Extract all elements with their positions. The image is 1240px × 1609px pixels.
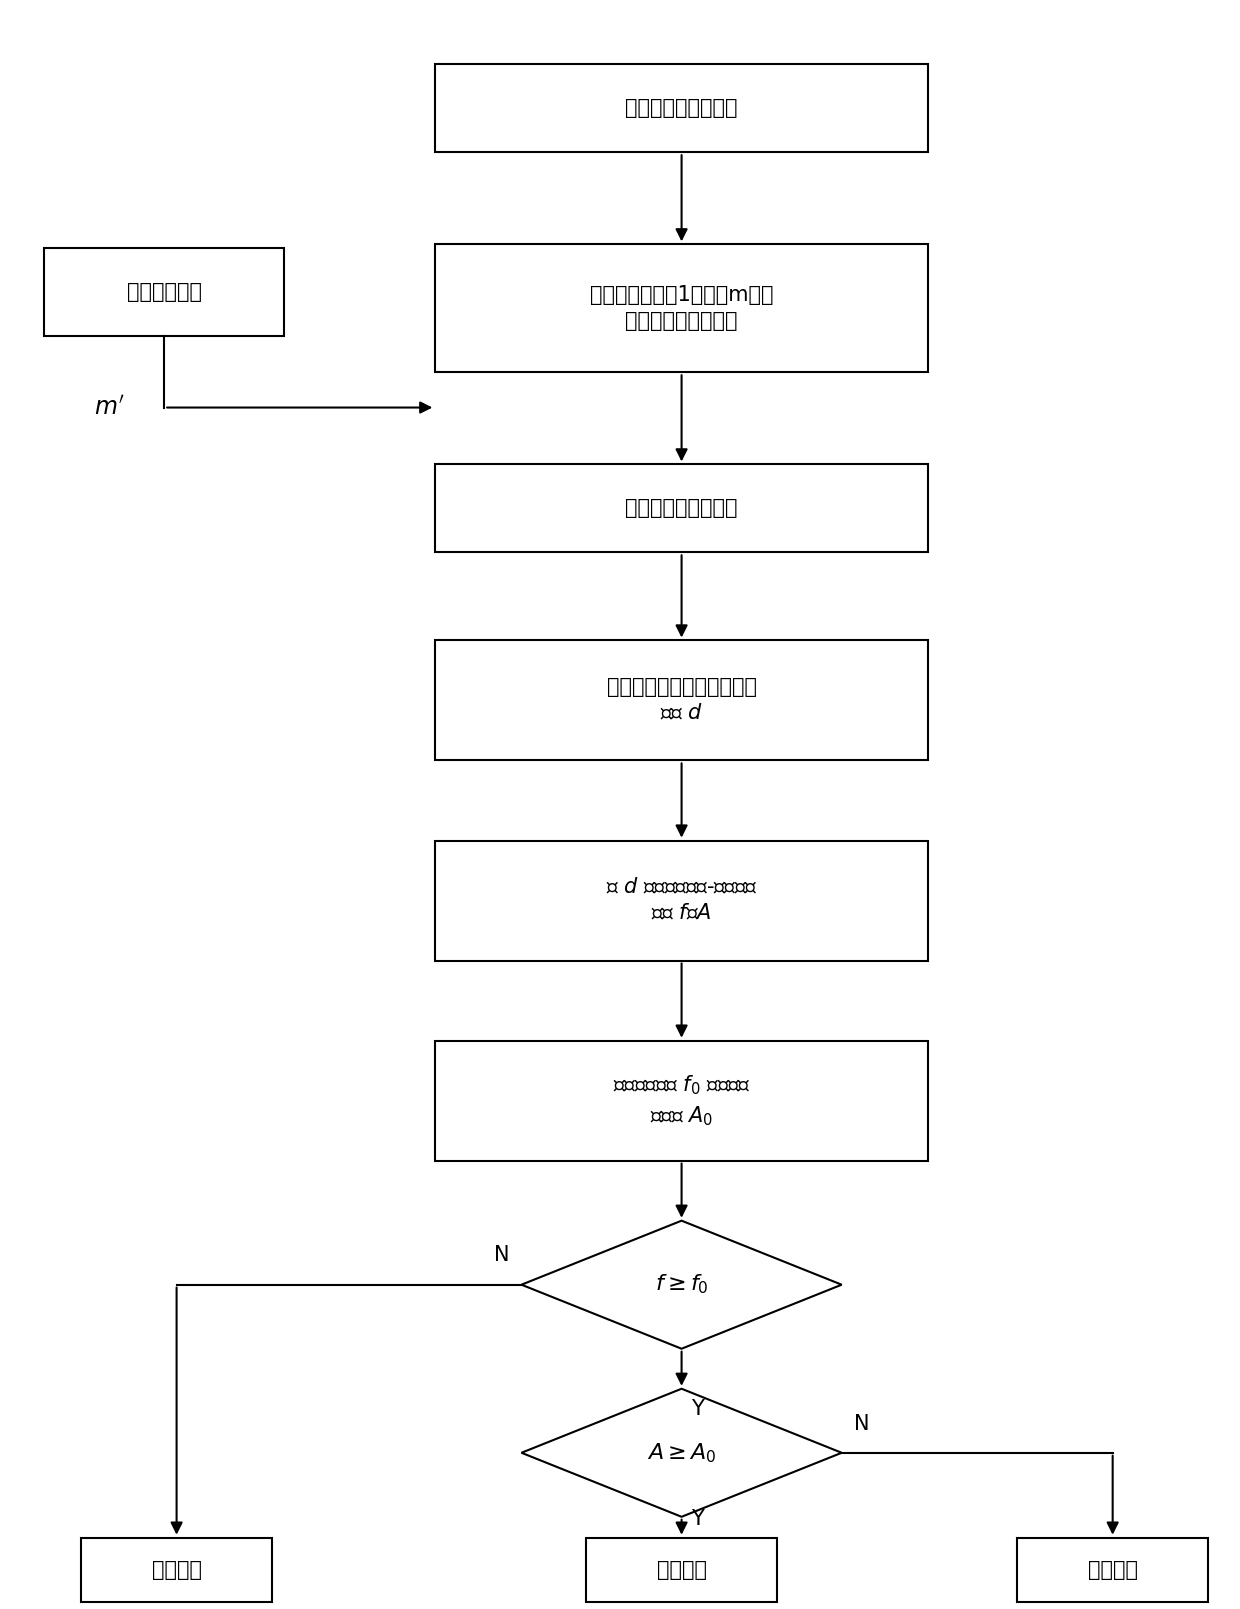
Polygon shape: [522, 1389, 842, 1517]
Text: $A \geq A_0$: $A \geq A_0$: [647, 1442, 717, 1464]
FancyBboxPatch shape: [435, 64, 928, 153]
Text: 线路短路: 线路短路: [657, 1559, 707, 1580]
FancyBboxPatch shape: [435, 465, 928, 552]
FancyBboxPatch shape: [435, 840, 928, 961]
Text: N: N: [494, 1245, 510, 1266]
Text: 降噪阶次确定: 降噪阶次确定: [126, 282, 202, 302]
Text: $m'$: $m'$: [93, 396, 124, 420]
Text: $f \geq f_0$: $f \geq f_0$: [655, 1273, 708, 1297]
Text: N: N: [854, 1414, 869, 1434]
Text: Y: Y: [692, 1509, 704, 1529]
Text: 设定频率阈值 $f_0$ 和幅值平
均阈值 $A_0$: 设定频率阈值 $f_0$ 和幅值平 均阈值 $A_0$: [613, 1073, 750, 1128]
FancyBboxPatch shape: [81, 1538, 272, 1601]
Text: 换相失败: 换相失败: [1087, 1559, 1137, 1580]
Text: 采集逆变侧电流信号: 采集逆变侧电流信号: [625, 98, 738, 117]
FancyBboxPatch shape: [587, 1538, 777, 1601]
Polygon shape: [522, 1221, 842, 1348]
FancyBboxPatch shape: [435, 245, 928, 372]
Text: Y: Y: [692, 1400, 704, 1419]
Text: 奇异值分解滤波降噪: 奇异值分解滤波降噪: [625, 499, 738, 518]
FancyBboxPatch shape: [435, 1041, 928, 1160]
FancyBboxPatch shape: [435, 640, 928, 761]
Text: 形态滤波，提取高频段形态
分量 $d$: 形态滤波，提取高频段形态 分量 $d$: [606, 677, 756, 724]
FancyBboxPatch shape: [1017, 1538, 1208, 1601]
Text: 正常运行: 正常运行: [151, 1559, 202, 1580]
FancyBboxPatch shape: [45, 248, 284, 336]
Text: 相模变换，提取1模进行m层空
间重构，奇异性分解: 相模变换，提取1模进行m层空 间重构，奇异性分解: [590, 285, 774, 331]
Text: 对 $d$ 进行希尔伯特-黄变换，
提取 $f$，$A$: 对 $d$ 进行希尔伯特-黄变换， 提取 $f$，$A$: [605, 877, 758, 924]
